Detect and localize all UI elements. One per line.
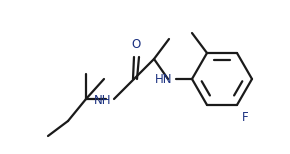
Text: F: F <box>242 111 249 124</box>
Text: O: O <box>131 38 141 51</box>
Text: NH: NH <box>93 93 111 107</box>
Text: HN: HN <box>155 73 172 85</box>
